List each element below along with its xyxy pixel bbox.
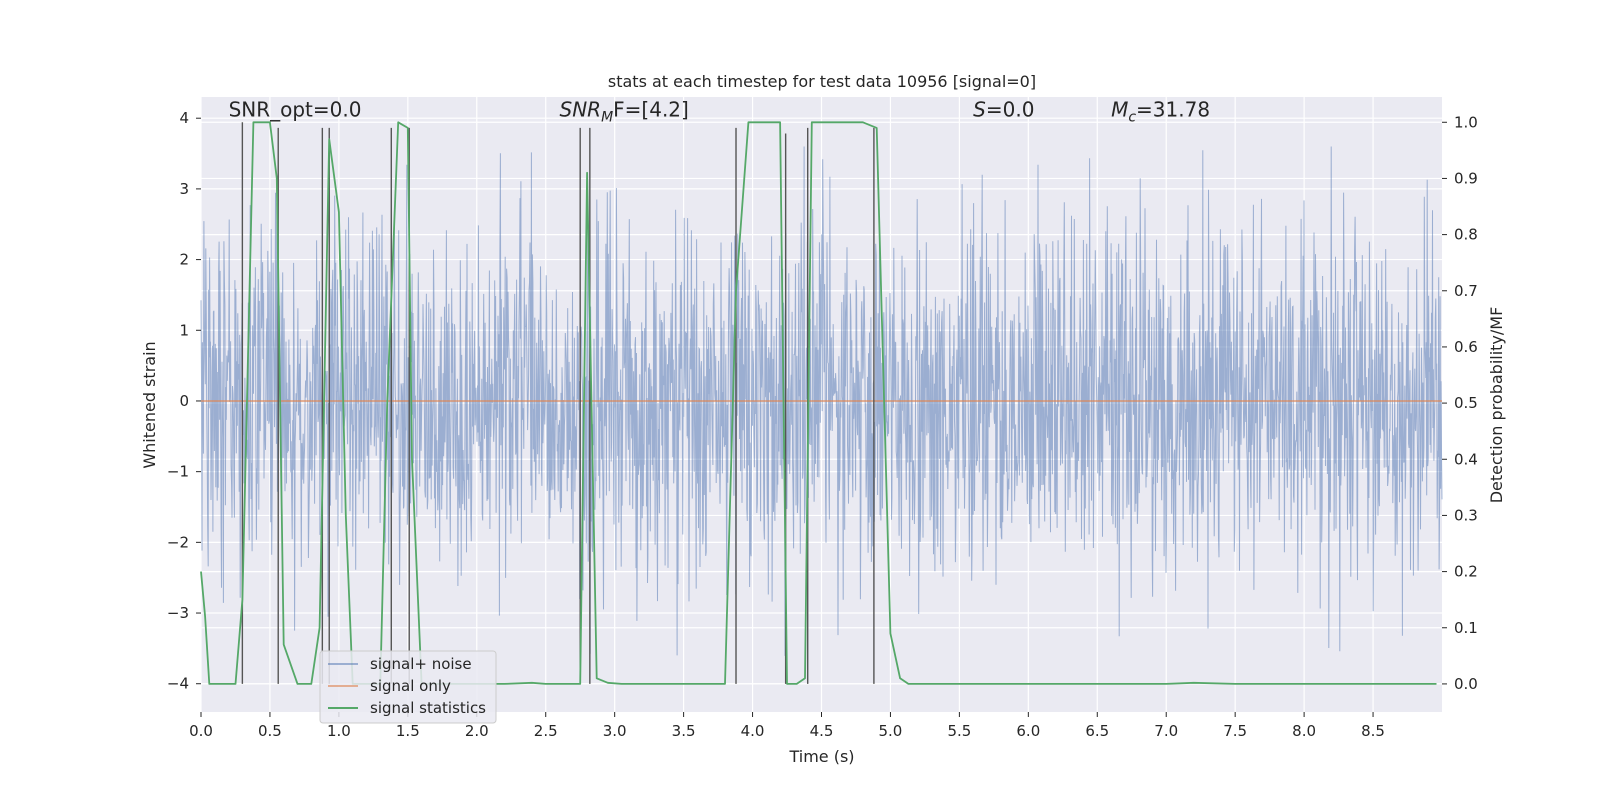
y-tick-label-4: 0 xyxy=(179,392,189,410)
x-tick-label-12: 6.0 xyxy=(1016,722,1040,740)
annotation-1: SNRMF=[4.2] xyxy=(560,98,689,126)
annotation-3-main: M xyxy=(1111,98,1128,122)
annotation-3-rest: =31.78 xyxy=(1136,98,1210,122)
legend-label-signal-noise: signal+ noise xyxy=(370,655,472,673)
annotation-3-sub: c xyxy=(1128,110,1136,126)
signal-noise-line xyxy=(200,146,1443,656)
x-tick-label-14: 7.0 xyxy=(1154,722,1178,740)
y-axis-ticks: −4 −3 −2 −1 0 1 2 3 4 xyxy=(167,109,201,693)
annotation-1-main: SNR xyxy=(560,98,602,122)
signal-statistics-series xyxy=(200,121,1437,685)
y-tick-label-5: 1 xyxy=(179,321,189,339)
x-tick-label-16: 8.0 xyxy=(1292,722,1316,740)
y2-tick-label-10: 1.0 xyxy=(1454,113,1478,131)
x-tick-label-11: 5.5 xyxy=(947,722,971,740)
x-tick-label-2: 1.0 xyxy=(327,722,351,740)
y2-tick-label-9: 0.9 xyxy=(1454,169,1478,187)
x-tick-label-9: 4.5 xyxy=(810,722,834,740)
annotation-2-rest: =0.0 xyxy=(986,98,1035,122)
legend-label-signal-only: signal only xyxy=(370,677,451,695)
annotation-3: Mc=31.78 xyxy=(1111,98,1210,126)
annotation-2: S=0.0 xyxy=(973,98,1034,122)
y-axis-label: Whitened strain xyxy=(140,341,159,468)
x-tick-label-8: 4.0 xyxy=(741,722,765,740)
signal-statistics-line xyxy=(200,121,1437,685)
y2-tick-label-1: 0.1 xyxy=(1454,619,1478,637)
annotation-0: SNR_opt=0.0 xyxy=(229,98,362,122)
y-tick-label-8: 4 xyxy=(179,109,189,127)
annotations: SNR_opt=0.0 SNRMF=[4.2] S=0.0 Mc=31.78 xyxy=(229,98,1210,126)
y-tick-label-0: −4 xyxy=(167,675,189,693)
x-tick-label-5: 2.5 xyxy=(534,722,558,740)
y2-axis-ticks: 0.0 0.1 0.2 0.3 0.4 0.5 0.6 0.7 0.8 0.9 1.0 xyxy=(1442,113,1478,693)
x-tick-label-10: 5.0 xyxy=(879,722,903,740)
detection-markers xyxy=(241,122,875,684)
chart-title: stats at each timestep for test data 109… xyxy=(608,72,1036,91)
legend-box xyxy=(319,650,497,724)
x-tick-label-13: 6.5 xyxy=(1085,722,1109,740)
y-tick-label-6: 2 xyxy=(179,251,189,269)
annotation-2-main: S xyxy=(973,98,986,122)
x-tick-label-4: 2.0 xyxy=(465,722,489,740)
x-tick-label-0: 0.0 xyxy=(189,722,213,740)
annotation-1-rest: F=[4.2] xyxy=(613,98,689,122)
y2-tick-label-5: 0.5 xyxy=(1454,394,1478,412)
x-axis-label: Time (s) xyxy=(788,747,854,766)
y2-tick-label-3: 0.3 xyxy=(1454,506,1478,524)
y2-tick-label-4: 0.4 xyxy=(1454,450,1478,468)
legend: signal+ noise signal only signal statist… xyxy=(319,650,497,724)
annotation-1-sub: M xyxy=(601,110,613,126)
y-tick-label-7: 3 xyxy=(179,180,189,198)
y2-tick-label-2: 0.2 xyxy=(1454,563,1478,581)
x-axis-ticks: 0.0 0.5 1.0 1.5 2.0 2.5 3.0 3.5 4.0 4.5 5.0 5.5 6.0 6… xyxy=(189,712,1385,740)
x-tick-label-7: 3.5 xyxy=(672,722,696,740)
y2-tick-label-8: 0.8 xyxy=(1454,226,1478,244)
legend-label-signal-statistics: signal statistics xyxy=(370,699,486,717)
x-tick-label-6: 3.0 xyxy=(603,722,627,740)
signal-noise-series xyxy=(200,146,1443,656)
x-tick-label-15: 7.5 xyxy=(1223,722,1247,740)
y2-tick-label-6: 0.6 xyxy=(1454,338,1478,356)
y-tick-label-1: −3 xyxy=(167,604,189,622)
y2-axis-label: Detection probability/MF xyxy=(1487,307,1506,504)
y-tick-label-3: −1 xyxy=(167,463,189,481)
x-tick-label-17: 8.5 xyxy=(1361,722,1385,740)
y-tick-label-2: −2 xyxy=(167,533,189,551)
x-tick-label-3: 1.5 xyxy=(396,722,420,740)
y2-tick-label-7: 0.7 xyxy=(1454,282,1478,300)
y2-tick-label-0: 0.0 xyxy=(1454,675,1478,693)
x-tick-label-1: 0.5 xyxy=(258,722,282,740)
